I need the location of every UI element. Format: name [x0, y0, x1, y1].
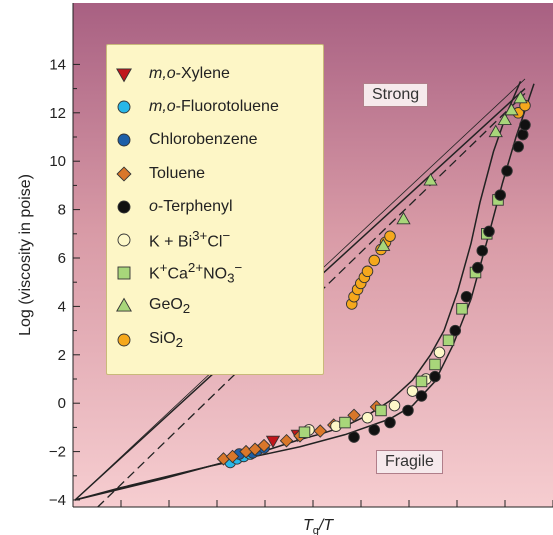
xylene-point: [265, 435, 281, 449]
terphenyl-point: [517, 128, 529, 141]
y-tick-label: 8: [58, 202, 66, 219]
terphenyl-point: [501, 165, 513, 177]
legend-item-terphenyl: o-Terphenyl: [113, 194, 233, 220]
y-tick-label: −2: [49, 444, 66, 461]
geo2-point: [497, 112, 512, 126]
terphenyl-point: [348, 431, 360, 443]
terphenyl-point: [402, 404, 414, 417]
y-tick-label: 10: [49, 153, 66, 170]
terphenyl-point: [415, 390, 428, 402]
terphenyl-point: [449, 324, 462, 337]
toluene-point: [225, 449, 240, 464]
kcano3-point: [375, 404, 387, 417]
geo2-point: [504, 102, 519, 116]
kcano3-point: [298, 426, 311, 438]
legend-label: K+Ca2+NO3−: [149, 260, 243, 286]
legend-marker: [116, 68, 132, 83]
geo2-point: [513, 90, 528, 104]
legend-item-chlorobenzene: Chlorobenzene: [113, 127, 258, 153]
strong-label: Strong: [363, 83, 429, 107]
terphenyl-point: [368, 424, 381, 436]
sio2-point: [368, 254, 381, 267]
legend-label: GeO2: [149, 296, 191, 317]
kbicl-point: [361, 411, 374, 424]
terphenyl-point: [483, 225, 495, 238]
legend-marker: [116, 297, 132, 312]
kbicl-point: [406, 385, 419, 397]
legend-label: m,o-Xylene: [149, 65, 230, 82]
legend-marker: [117, 233, 131, 247]
y-tick-label: 6: [58, 250, 66, 267]
terphenyl-point: [519, 119, 531, 131]
x-axis-title: Tg/T: [303, 517, 334, 535]
legend-label: K + Bi3+Cl−: [149, 228, 231, 251]
y-tick-label: −4: [49, 492, 66, 509]
y-tick-label: 12: [49, 105, 66, 122]
legend-marker: [117, 100, 131, 114]
legend-label: o-Terphenyl: [149, 197, 233, 215]
sio2-point: [384, 230, 396, 242]
kbicl-point: [433, 346, 446, 359]
y-tick-label: 2: [58, 347, 66, 364]
terphenyl-point: [472, 261, 484, 274]
legend-item-xylene: m,o-Xylene: [113, 61, 230, 87]
legend: m,o-Xylene m,o-Fluorotoluene Chlorobenzene…: [106, 44, 324, 375]
kcano3-point: [456, 303, 468, 315]
terphenyl-point: [512, 140, 525, 153]
kbicl-point: [388, 399, 401, 412]
sio2-point: [361, 265, 374, 278]
y-axis-title: Log (viscosity in poise): [17, 174, 34, 336]
kcano3-point: [339, 416, 351, 429]
legend-label: SiO2: [149, 329, 184, 350]
kcano3-point: [415, 375, 428, 388]
diamond-marker-icon: [116, 166, 132, 182]
terphenyl-point: [384, 416, 396, 429]
geo2-point: [488, 124, 503, 138]
legend-label: m,o-Fluorotoluene: [149, 98, 279, 116]
kcano3-point: [429, 358, 441, 371]
geo2-point: [376, 238, 391, 251]
circle-marker-icon: [117, 100, 131, 114]
circle-marker-icon: [117, 133, 131, 147]
fragile-label: Fragile: [376, 450, 443, 474]
legend-marker: [117, 266, 131, 280]
toluene-point: [313, 424, 327, 438]
legend-label: Toluene: [149, 164, 206, 182]
legend-marker: [117, 333, 131, 347]
y-tick-label: 4: [58, 298, 66, 315]
legend-item-fluorotoluene: m,o-Fluorotoluene: [113, 94, 279, 120]
legend-item-kbicl: K + Bi3+Cl−: [113, 227, 230, 253]
toluene-point: [347, 408, 361, 423]
legend-label: Chlorobenzene: [149, 131, 258, 149]
legend-marker: [116, 166, 132, 182]
circle-marker-icon: [117, 333, 131, 347]
circle-marker-icon: [117, 200, 131, 214]
terphenyl-point: [476, 244, 489, 257]
legend-marker: [117, 200, 131, 214]
legend-item-kcano3: K+Ca2+NO3−: [113, 260, 242, 286]
data-points: [216, 90, 531, 469]
axes: 14 12 10 8 6 4 2 0 −2 −4: [49, 3, 553, 509]
legend-marker: [117, 133, 131, 147]
toluene-point: [279, 433, 294, 448]
y-tick-label: 14: [49, 56, 66, 73]
terphenyl-point: [460, 290, 473, 303]
kcano3-point: [442, 334, 455, 347]
terphenyl-point: [429, 370, 441, 383]
legend-item-sio2: SiO2: [113, 327, 183, 353]
terphenyl-point: [494, 189, 507, 201]
circle-marker-icon: [117, 233, 131, 247]
geo2-point: [396, 211, 411, 225]
toluene-point: [257, 438, 271, 453]
triangle-up-marker-icon: [116, 297, 132, 312]
legend-item-toluene: Toluene: [113, 161, 205, 187]
triangle-down-marker-icon: [116, 68, 132, 83]
geo2-point: [423, 173, 438, 186]
y-tick-label: 0: [58, 395, 66, 412]
square-marker-icon: [117, 266, 131, 280]
legend-item-geo2: GeO2: [113, 293, 190, 319]
